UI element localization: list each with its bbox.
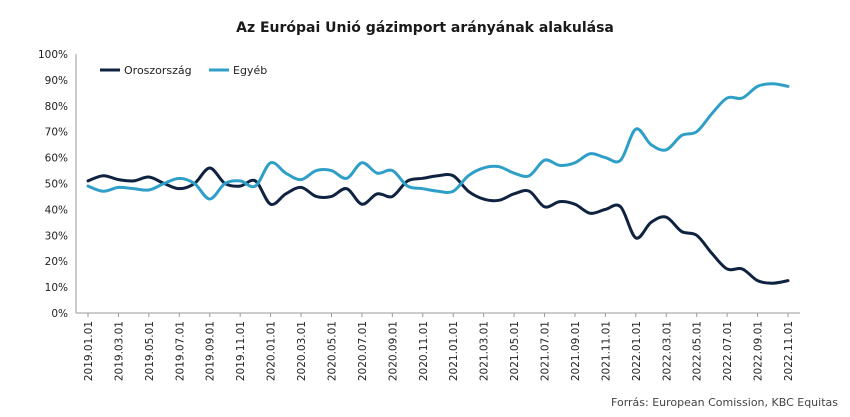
legend-label: Egyéb bbox=[233, 64, 267, 77]
source-note: Forrás: European Comission, KBC Equitas bbox=[611, 396, 838, 409]
legend: Oroszország Egyéb bbox=[100, 64, 267, 77]
y-tick-label: 10% bbox=[45, 282, 68, 294]
x-tick-label: 2022.09.01 bbox=[753, 321, 765, 381]
x-tick-label: 2019.03.01 bbox=[113, 321, 125, 381]
y-tick-label: 30% bbox=[45, 230, 68, 242]
x-tick-label: 2020.07.01 bbox=[357, 321, 369, 381]
x-tick-label: 2021.05.01 bbox=[509, 321, 521, 381]
x-tick-label: 2022.05.01 bbox=[692, 321, 704, 381]
y-tick-label: 50% bbox=[45, 179, 68, 191]
y-axis-ticks: 0% 10% 20% 30% 40% 50% 60% 70% 80% 90% 100% bbox=[38, 49, 68, 320]
x-tick-label: 2022.11.01 bbox=[783, 321, 795, 381]
x-tick-label: 2020.03.01 bbox=[296, 321, 308, 381]
x-axis-ticks: 2019.01.01 2019.03.01 2019.05.01 2019.07.01… bbox=[83, 313, 795, 381]
x-tick-label: 2019.11.01 bbox=[235, 321, 247, 381]
x-tick-label: 2019.05.01 bbox=[144, 321, 156, 381]
x-tick-label: 2019.01.01 bbox=[83, 321, 95, 381]
y-tick-label: 60% bbox=[45, 153, 68, 165]
x-tick-label: 2020.09.01 bbox=[387, 321, 399, 381]
series-lines bbox=[86, 82, 790, 285]
series-line-2 bbox=[86, 82, 790, 201]
y-tick-label: 80% bbox=[45, 101, 68, 113]
legend-label: Oroszország bbox=[124, 64, 192, 77]
y-tick-label: 90% bbox=[45, 75, 68, 87]
x-tick-label: 2020.05.01 bbox=[326, 321, 338, 381]
y-tick-label: 0% bbox=[51, 308, 68, 320]
x-tick-label: 2022.03.01 bbox=[661, 321, 673, 381]
x-tick-label: 2019.07.01 bbox=[174, 321, 186, 381]
x-tick-label: 2019.09.01 bbox=[205, 321, 217, 381]
x-tick-label: 2021.01.01 bbox=[448, 321, 460, 381]
chart-title: Az Európai Unió gázimport arányának alak… bbox=[236, 20, 614, 36]
x-tick-label: 2021.09.01 bbox=[570, 321, 582, 381]
x-tick-label: 2021.07.01 bbox=[540, 321, 552, 381]
x-tick-label: 2021.03.01 bbox=[479, 321, 491, 381]
y-tick-label: 100% bbox=[38, 49, 68, 61]
x-tick-label: 2020.11.01 bbox=[418, 321, 430, 381]
y-tick-label: 20% bbox=[45, 256, 68, 268]
x-tick-label: 2021.11.01 bbox=[600, 321, 612, 381]
series-line-1 bbox=[86, 166, 790, 285]
y-tick-label: 70% bbox=[45, 127, 68, 139]
x-tick-label: 2022.01.01 bbox=[631, 321, 643, 381]
y-tick-label: 40% bbox=[45, 204, 68, 216]
x-tick-label: 2022.07.01 bbox=[722, 321, 734, 381]
x-tick-label: 2020.01.01 bbox=[266, 321, 278, 381]
